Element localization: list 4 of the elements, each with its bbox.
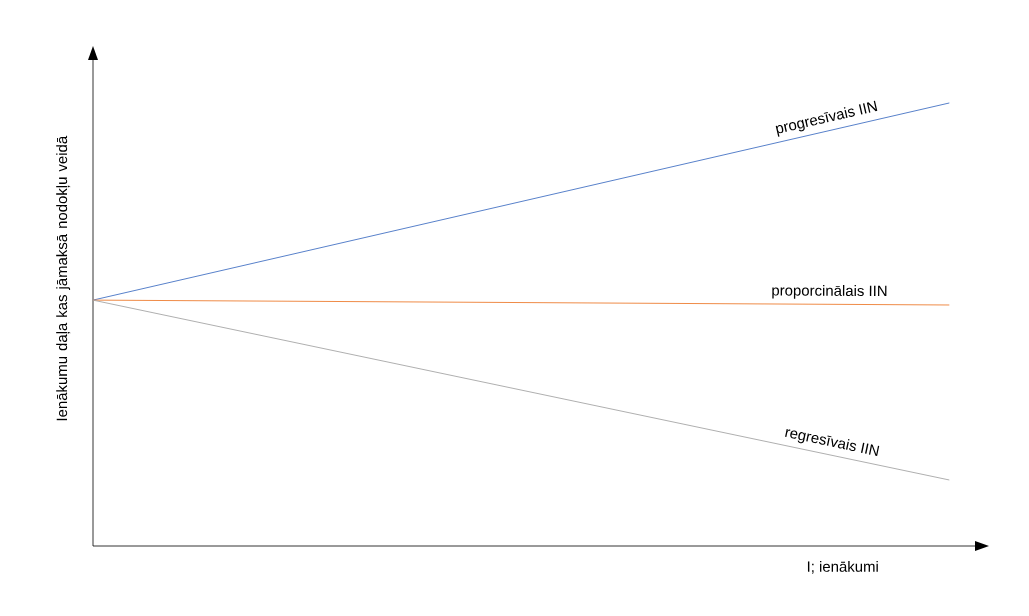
text: regresīvais IIN <box>785 429 880 457</box>
series-label: proporcinālais IIN <box>772 284 887 299</box>
y-axis-title: Ienākumu daļa kas jāmaksā nodokļu veidā <box>56 135 71 421</box>
x-axis-title: I; ienākumi <box>807 560 878 574</box>
